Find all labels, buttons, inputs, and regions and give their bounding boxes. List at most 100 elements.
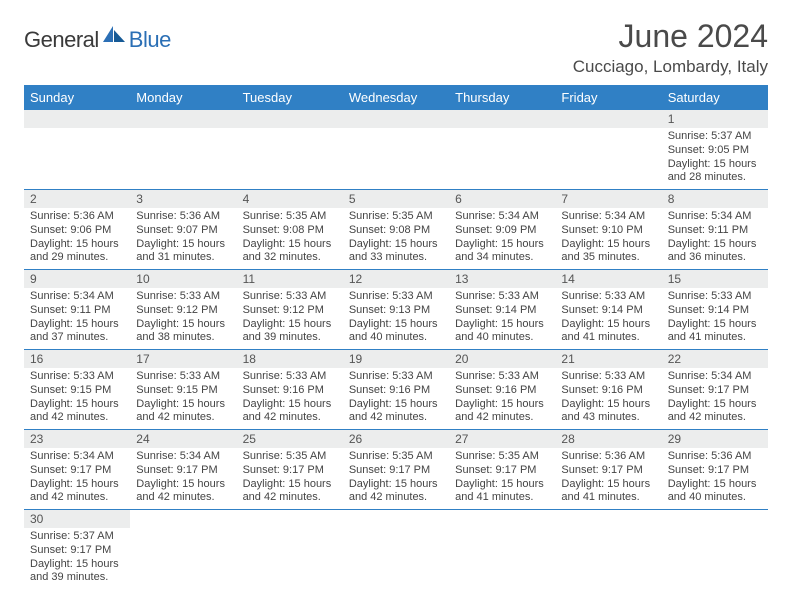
day-info: Sunrise: 5:36 AMSunset: 9:06 PMDaylight:…	[24, 208, 130, 269]
day-info: Sunrise: 5:34 AMSunset: 9:17 PMDaylight:…	[130, 448, 236, 509]
day-number: 29	[662, 430, 768, 448]
day-number: 13	[449, 270, 555, 288]
calendar-day-cell: 21Sunrise: 5:33 AMSunset: 9:16 PMDayligh…	[555, 350, 661, 430]
day-number: 17	[130, 350, 236, 368]
day-number: 5	[343, 190, 449, 208]
day-number: 11	[237, 270, 343, 288]
brand-text-1: General	[24, 27, 99, 53]
sunrise-line: Sunrise: 5:33 AM	[136, 370, 230, 384]
sunset-line: Sunset: 9:17 PM	[561, 464, 655, 478]
sunrise-line: Sunrise: 5:33 AM	[243, 370, 337, 384]
daylight-line: Daylight: 15 hours and 41 minutes.	[561, 478, 655, 506]
sunset-line: Sunset: 9:16 PM	[243, 384, 337, 398]
sunset-line: Sunset: 9:11 PM	[668, 224, 762, 238]
empty-day-strip	[24, 110, 130, 128]
empty-day-strip	[555, 110, 661, 128]
day-info: Sunrise: 5:33 AMSunset: 9:14 PMDaylight:…	[555, 288, 661, 349]
day-info: Sunrise: 5:35 AMSunset: 9:08 PMDaylight:…	[343, 208, 449, 269]
calendar-day-cell: 27Sunrise: 5:35 AMSunset: 9:17 PMDayligh…	[449, 430, 555, 510]
title-block: June 2024 Cucciago, Lombardy, Italy	[573, 18, 768, 77]
calendar-day-cell	[662, 510, 768, 590]
calendar-day-cell: 13Sunrise: 5:33 AMSunset: 9:14 PMDayligh…	[449, 270, 555, 350]
calendar-day-cell: 14Sunrise: 5:33 AMSunset: 9:14 PMDayligh…	[555, 270, 661, 350]
sunrise-line: Sunrise: 5:35 AM	[243, 210, 337, 224]
weekday-header: Monday	[130, 85, 236, 110]
sunset-line: Sunset: 9:09 PM	[455, 224, 549, 238]
day-info: Sunrise: 5:34 AMSunset: 9:17 PMDaylight:…	[662, 368, 768, 429]
sunset-line: Sunset: 9:17 PM	[30, 544, 124, 558]
sunset-line: Sunset: 9:14 PM	[561, 304, 655, 318]
daylight-line: Daylight: 15 hours and 42 minutes.	[243, 398, 337, 426]
sunrise-line: Sunrise: 5:34 AM	[455, 210, 549, 224]
day-info: Sunrise: 5:33 AMSunset: 9:13 PMDaylight:…	[343, 288, 449, 349]
day-number: 24	[130, 430, 236, 448]
calendar-day-cell	[343, 110, 449, 190]
daylight-line: Daylight: 15 hours and 43 minutes.	[561, 398, 655, 426]
calendar-day-cell: 30Sunrise: 5:37 AMSunset: 9:17 PMDayligh…	[24, 510, 130, 590]
sunrise-line: Sunrise: 5:37 AM	[668, 130, 762, 144]
sunset-line: Sunset: 9:12 PM	[243, 304, 337, 318]
sunrise-line: Sunrise: 5:33 AM	[668, 290, 762, 304]
day-info: Sunrise: 5:36 AMSunset: 9:17 PMDaylight:…	[662, 448, 768, 509]
sunset-line: Sunset: 9:17 PM	[349, 464, 443, 478]
daylight-line: Daylight: 15 hours and 42 minutes.	[349, 398, 443, 426]
day-number: 18	[237, 350, 343, 368]
sunset-line: Sunset: 9:13 PM	[349, 304, 443, 318]
daylight-line: Daylight: 15 hours and 42 minutes.	[30, 398, 124, 426]
day-info: Sunrise: 5:36 AMSunset: 9:07 PMDaylight:…	[130, 208, 236, 269]
sunrise-line: Sunrise: 5:33 AM	[561, 290, 655, 304]
calendar-day-cell	[24, 110, 130, 190]
day-number: 3	[130, 190, 236, 208]
day-number: 30	[24, 510, 130, 528]
calendar-day-cell: 17Sunrise: 5:33 AMSunset: 9:15 PMDayligh…	[130, 350, 236, 430]
day-number: 12	[343, 270, 449, 288]
sunset-line: Sunset: 9:08 PM	[349, 224, 443, 238]
day-info: Sunrise: 5:35 AMSunset: 9:17 PMDaylight:…	[237, 448, 343, 509]
calendar-day-cell: 12Sunrise: 5:33 AMSunset: 9:13 PMDayligh…	[343, 270, 449, 350]
day-info: Sunrise: 5:33 AMSunset: 9:16 PMDaylight:…	[555, 368, 661, 429]
calendar-day-cell: 28Sunrise: 5:36 AMSunset: 9:17 PMDayligh…	[555, 430, 661, 510]
calendar-day-cell	[343, 510, 449, 590]
sunset-line: Sunset: 9:06 PM	[30, 224, 124, 238]
day-info: Sunrise: 5:35 AMSunset: 9:17 PMDaylight:…	[343, 448, 449, 509]
day-number: 9	[24, 270, 130, 288]
daylight-line: Daylight: 15 hours and 31 minutes.	[136, 238, 230, 266]
daylight-line: Daylight: 15 hours and 39 minutes.	[243, 318, 337, 346]
daylight-line: Daylight: 15 hours and 39 minutes.	[30, 558, 124, 586]
location-subtitle: Cucciago, Lombardy, Italy	[573, 57, 768, 77]
calendar-day-cell: 2Sunrise: 5:36 AMSunset: 9:06 PMDaylight…	[24, 190, 130, 270]
sunrise-line: Sunrise: 5:33 AM	[561, 370, 655, 384]
sunset-line: Sunset: 9:17 PM	[30, 464, 124, 478]
daylight-line: Daylight: 15 hours and 38 minutes.	[136, 318, 230, 346]
day-number: 8	[662, 190, 768, 208]
sunset-line: Sunset: 9:14 PM	[668, 304, 762, 318]
day-number: 27	[449, 430, 555, 448]
calendar-week-row: 23Sunrise: 5:34 AMSunset: 9:17 PMDayligh…	[24, 430, 768, 510]
day-info: Sunrise: 5:33 AMSunset: 9:12 PMDaylight:…	[237, 288, 343, 349]
daylight-line: Daylight: 15 hours and 42 minutes.	[349, 478, 443, 506]
empty-day-strip	[343, 110, 449, 128]
daylight-line: Daylight: 15 hours and 42 minutes.	[136, 398, 230, 426]
day-info: Sunrise: 5:37 AMSunset: 9:17 PMDaylight:…	[24, 528, 130, 589]
daylight-line: Daylight: 15 hours and 36 minutes.	[668, 238, 762, 266]
daylight-line: Daylight: 15 hours and 41 minutes.	[455, 478, 549, 506]
weekday-header: Sunday	[24, 85, 130, 110]
calendar-day-cell: 24Sunrise: 5:34 AMSunset: 9:17 PMDayligh…	[130, 430, 236, 510]
daylight-line: Daylight: 15 hours and 37 minutes.	[30, 318, 124, 346]
calendar-table: Sunday Monday Tuesday Wednesday Thursday…	[24, 85, 768, 589]
sunset-line: Sunset: 9:05 PM	[668, 144, 762, 158]
calendar-day-cell: 5Sunrise: 5:35 AMSunset: 9:08 PMDaylight…	[343, 190, 449, 270]
sunrise-line: Sunrise: 5:36 AM	[668, 450, 762, 464]
calendar-day-cell	[130, 110, 236, 190]
calendar-day-cell: 4Sunrise: 5:35 AMSunset: 9:08 PMDaylight…	[237, 190, 343, 270]
sunrise-line: Sunrise: 5:36 AM	[561, 450, 655, 464]
weekday-header: Tuesday	[237, 85, 343, 110]
day-number: 7	[555, 190, 661, 208]
calendar-day-cell: 6Sunrise: 5:34 AMSunset: 9:09 PMDaylight…	[449, 190, 555, 270]
sunrise-line: Sunrise: 5:33 AM	[243, 290, 337, 304]
calendar-week-row: 9Sunrise: 5:34 AMSunset: 9:11 PMDaylight…	[24, 270, 768, 350]
daylight-line: Daylight: 15 hours and 41 minutes.	[561, 318, 655, 346]
sunset-line: Sunset: 9:10 PM	[561, 224, 655, 238]
brand-logo: General Blue	[24, 18, 171, 54]
day-number: 21	[555, 350, 661, 368]
